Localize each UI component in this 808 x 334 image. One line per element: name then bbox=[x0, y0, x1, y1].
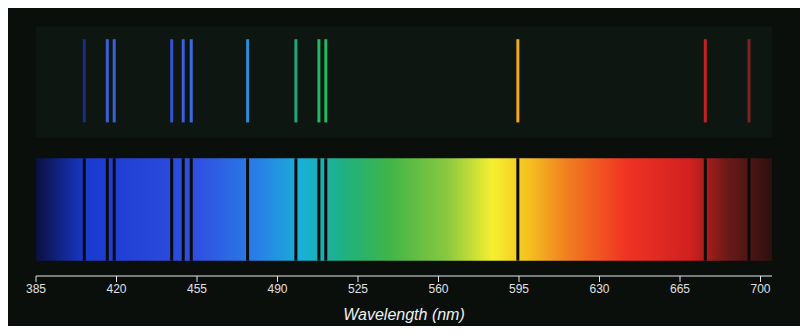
svg-text:525: 525 bbox=[348, 282, 368, 296]
svg-text:Wavelength (nm): Wavelength (nm) bbox=[343, 306, 465, 323]
svg-text:385: 385 bbox=[26, 282, 46, 296]
svg-text:665: 665 bbox=[670, 282, 690, 296]
svg-text:560: 560 bbox=[428, 282, 448, 296]
svg-text:700: 700 bbox=[750, 282, 770, 296]
svg-text:595: 595 bbox=[509, 282, 529, 296]
svg-text:490: 490 bbox=[267, 282, 287, 296]
svg-text:630: 630 bbox=[589, 282, 609, 296]
svg-text:455: 455 bbox=[187, 282, 207, 296]
svg-text:420: 420 bbox=[106, 282, 126, 296]
